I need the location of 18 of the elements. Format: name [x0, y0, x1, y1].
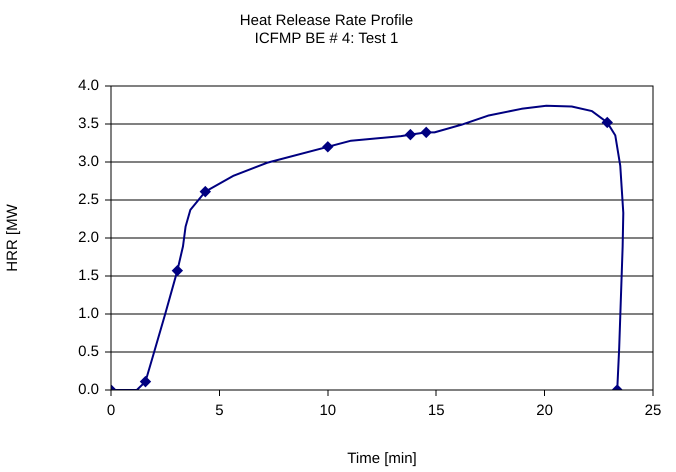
y-tick-label: 2.5 — [78, 191, 99, 208]
x-axis-title: Time [min] — [347, 450, 417, 468]
x-tick-label: 5 — [215, 402, 224, 420]
x-tick-label: 25 — [644, 402, 662, 420]
y-tick-label: 3.5 — [78, 115, 99, 132]
y-tick-label: 2.0 — [78, 229, 99, 246]
x-tick-label: 20 — [536, 402, 553, 420]
y-tick-label: 0.5 — [78, 343, 99, 360]
y-axis-title: HRR [MW — [4, 203, 22, 272]
y-tick-label: 3.0 — [78, 153, 99, 170]
y-tick-label: 1.0 — [78, 305, 99, 322]
y-tick-label: 0.0 — [78, 381, 99, 398]
x-tick-label: 15 — [428, 402, 445, 420]
x-tick-label: 10 — [319, 402, 336, 420]
chart-title: Heat Release Rate Profile ICFMP BE # 4: Test 1 — [240, 12, 414, 48]
y-tick-label: 4.0 — [78, 77, 99, 94]
x-tick-label: 0 — [106, 402, 116, 420]
y-tick-label: 1.5 — [78, 267, 99, 284]
